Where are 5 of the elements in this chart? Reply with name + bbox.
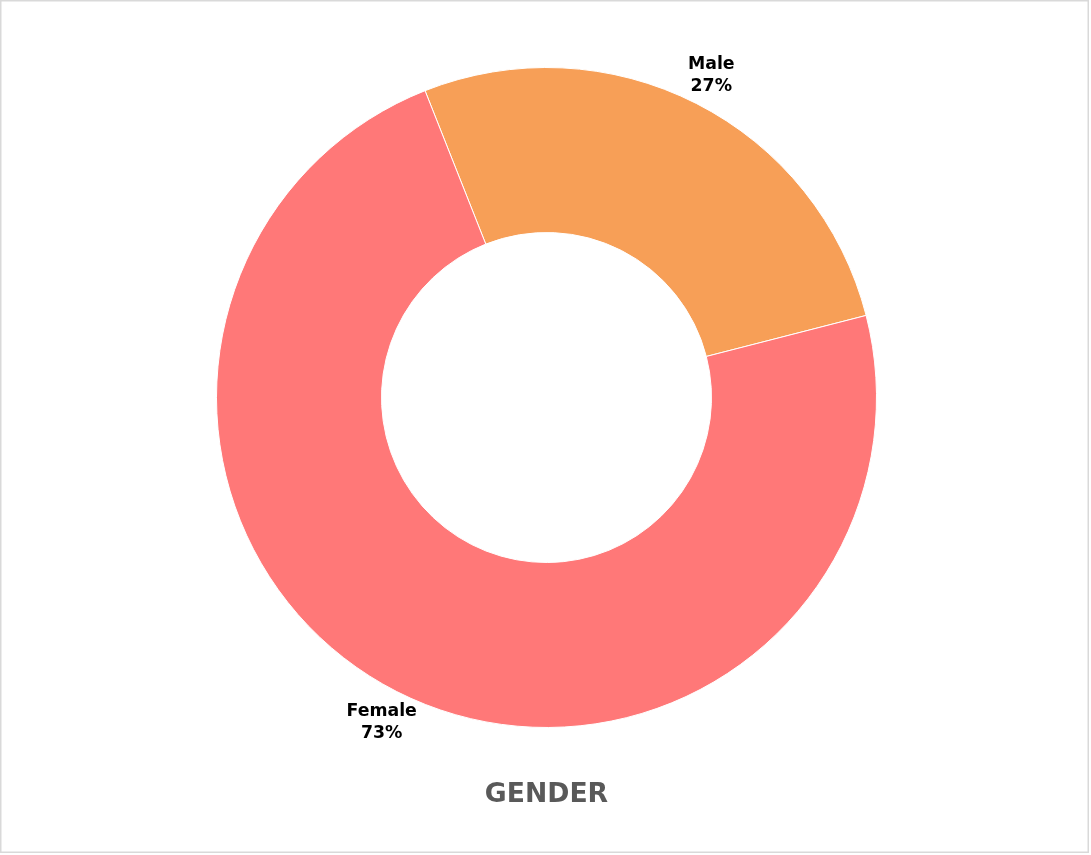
- data-label: 73%: [360, 721, 403, 742]
- slice-label: Male: [687, 53, 735, 74]
- text: GENDER: [484, 777, 609, 808]
- slice-label: Female: [346, 699, 417, 720]
- data-label: 27%: [690, 75, 733, 96]
